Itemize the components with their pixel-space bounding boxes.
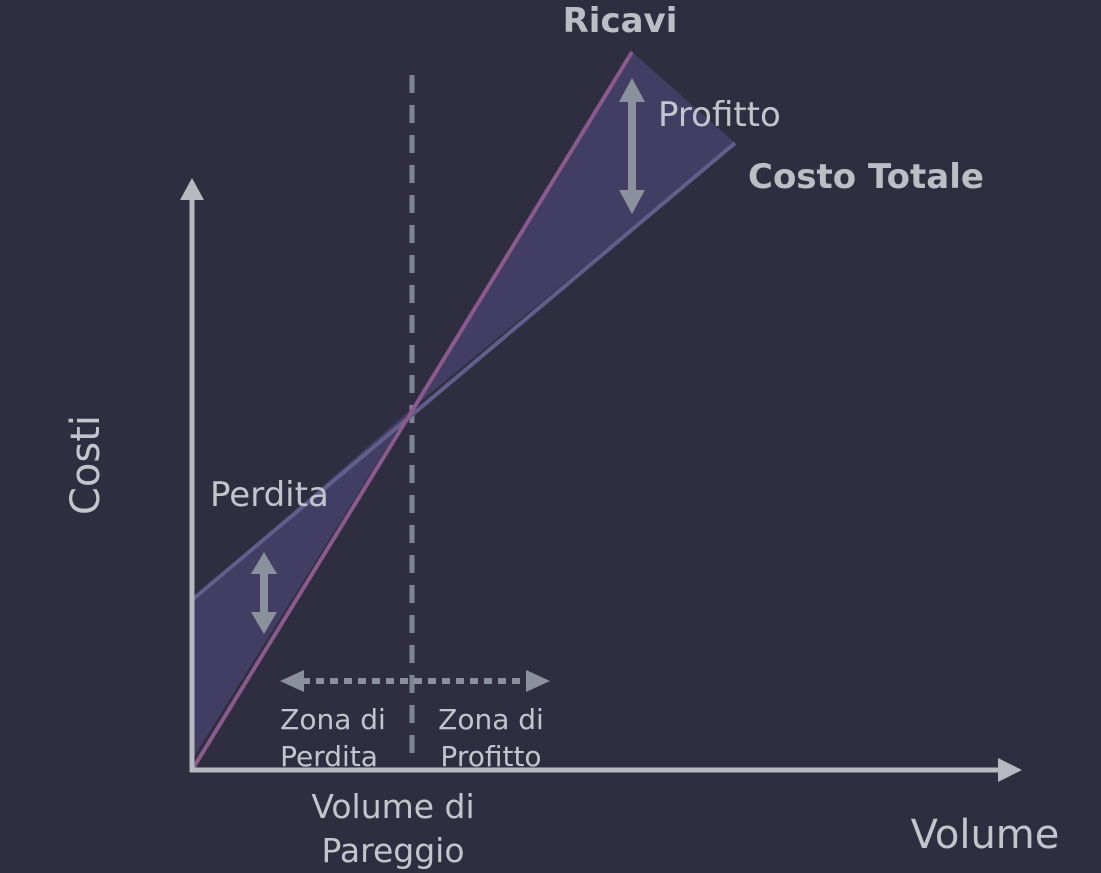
revenue-line	[190, 50, 634, 772]
x-axis-arrowhead	[998, 758, 1022, 782]
breakeven-label-line1: Volume di	[311, 787, 474, 826]
loss-zone-label-line1: Zona di	[280, 703, 386, 736]
y-axis	[180, 178, 204, 772]
y-axis-label: Costi	[63, 415, 109, 515]
breakeven-label-line2: Pareggio	[321, 831, 464, 870]
revenue-label: Ricavi	[563, 1, 678, 41]
y-axis-arrowhead	[180, 178, 204, 200]
total-cost-label: Costo Totale	[748, 157, 984, 197]
loss-area	[192, 410, 410, 760]
zone-arrow	[280, 670, 550, 692]
profit-zone-label-line2: Profitto	[440, 740, 541, 773]
loss-zone-label-line2: Perdita	[280, 740, 378, 773]
profit-arrow	[619, 78, 645, 214]
profit-label: Profitto	[658, 95, 781, 135]
loss-label: Perdita	[210, 475, 329, 515]
x-axis	[190, 758, 1022, 782]
profit-area	[410, 52, 735, 410]
x-axis-label: Volume	[911, 812, 1060, 858]
profit-zone-label-line1: Zona di	[438, 703, 544, 736]
total-cost-line	[190, 141, 737, 602]
loss-arrow	[251, 552, 277, 634]
